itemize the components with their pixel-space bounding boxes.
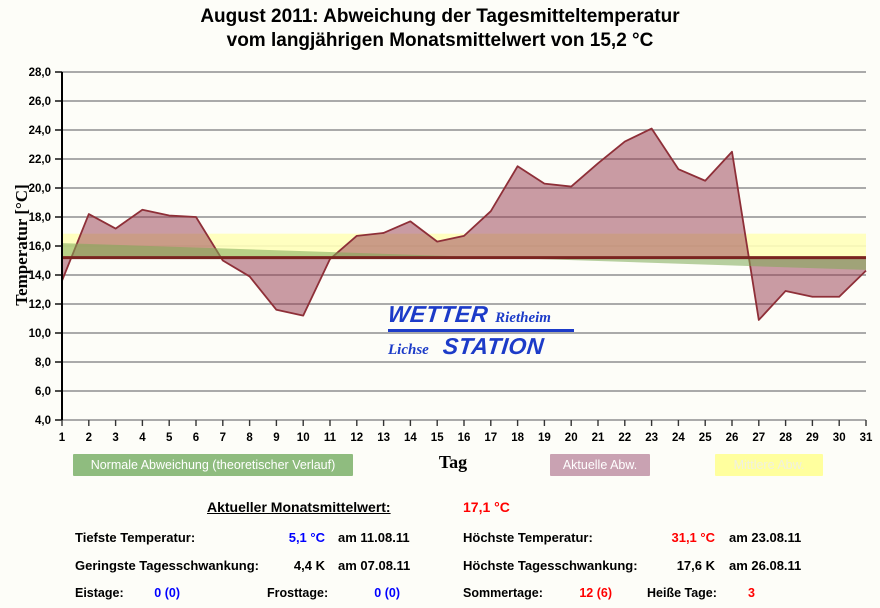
chart-title: August 2011: Abweichung der Tagesmittelt…: [0, 5, 880, 53]
max-temp-date: am 23.08.11: [729, 530, 802, 545]
svg-text:22: 22: [618, 432, 631, 444]
svg-text:2: 2: [86, 432, 92, 444]
svg-text:17: 17: [484, 432, 497, 444]
legend-normale-abweichung: Normale Abweichung (theoretischer Verlau…: [73, 454, 353, 476]
svg-text:4,0: 4,0: [35, 415, 51, 427]
svg-text:12,0: 12,0: [29, 299, 51, 311]
svg-text:8: 8: [246, 432, 253, 444]
svg-text:29: 29: [806, 432, 819, 444]
max-temp-label: Höchste Temperatur:: [463, 530, 593, 545]
svg-text:5: 5: [166, 432, 173, 444]
sommertage-value: 12 (6): [579, 586, 612, 600]
svg-text:26: 26: [726, 432, 739, 444]
svg-text:3: 3: [112, 432, 118, 444]
svg-text:14: 14: [404, 432, 417, 444]
svg-text:15: 15: [431, 432, 444, 444]
min-temp-value: 5,1 °C: [288, 530, 325, 545]
svg-text:16: 16: [458, 432, 471, 444]
eistage-value: 0 (0): [154, 586, 180, 600]
svg-text:8,0: 8,0: [35, 357, 51, 369]
legend-aktuelle-abw: Aktuelle Abw.: [550, 454, 650, 476]
svg-text:27: 27: [752, 432, 765, 444]
temperature-deviation-chart: 4,0 6,0 8,0 10,0 12,0 14,0 16,0 18,0 20,0 22,0 24,…: [29, 67, 873, 444]
min-range-value: 4,4 K: [293, 558, 325, 573]
svg-text:23: 23: [645, 432, 658, 444]
chart-title-line2: vom langjährigen Monatsmittelwert von 15…: [226, 30, 654, 51]
svg-text:28: 28: [779, 432, 792, 444]
svg-text:26,0: 26,0: [29, 96, 51, 108]
max-range-date: am 26.08.11: [729, 558, 802, 573]
logo-wetter-text: WETTER: [386, 301, 490, 327]
svg-text:6,0: 6,0: [35, 386, 51, 398]
min-range-date: am 07.08.11: [338, 558, 411, 573]
heisse-tage-value: 3: [748, 586, 755, 600]
svg-text:1: 1: [59, 432, 66, 444]
min-temp-label: Tiefste Temperatur:: [75, 530, 196, 545]
svg-text:12: 12: [350, 432, 363, 444]
legend-mittlere-abw: Mittlere Abw.: [715, 454, 823, 476]
frosttage-value: 0 (0): [374, 586, 400, 600]
svg-text:30: 30: [833, 432, 846, 444]
svg-text:7: 7: [220, 432, 226, 444]
logo-rietheim-text: Rietheim: [495, 310, 551, 326]
svg-text:28,0: 28,0: [29, 67, 51, 79]
svg-text:25: 25: [699, 432, 712, 444]
frosttage-label: Frosttage:: [267, 586, 329, 600]
svg-text:18,0: 18,0: [29, 212, 51, 224]
svg-text:21: 21: [592, 432, 605, 444]
svg-text:13: 13: [377, 432, 390, 444]
y-axis-title: Temperatur [°C]: [12, 184, 31, 306]
min-temp-date: am 11.08.11: [338, 530, 410, 545]
heisse-tage-label: Heiße Tage:: [647, 586, 717, 600]
chart-title-line1: August 2011: Abweichung der Tagesmittelt…: [200, 6, 680, 27]
svg-text:10,0: 10,0: [29, 328, 51, 340]
svg-text:24: 24: [672, 432, 685, 444]
svg-text:4: 4: [139, 432, 146, 444]
svg-text:20: 20: [565, 432, 578, 444]
eistage-label: Eistage:: [75, 586, 124, 600]
logo-station-text: STATION: [441, 333, 546, 359]
x-axis-title: Tag: [438, 452, 468, 472]
svg-text:22,0: 22,0: [29, 154, 51, 166]
min-range-label: Geringste Tagesschwankung:: [75, 558, 259, 573]
max-temp-value: 31,1 °C: [671, 530, 715, 545]
svg-text:20,0: 20,0: [29, 183, 51, 195]
max-range-value: 17,6 K: [676, 558, 715, 573]
svg-text:9: 9: [273, 432, 279, 444]
svg-text:24,0: 24,0: [29, 125, 51, 137]
svg-text:14,0: 14,0: [29, 270, 51, 282]
svg-text:11: 11: [324, 432, 337, 444]
svg-text:31: 31: [860, 432, 873, 444]
monthly-mean-value: 17,1 °C: [463, 499, 510, 515]
svg-text:6: 6: [193, 432, 199, 444]
max-range-label: Höchste Tagesschwankung:: [463, 558, 638, 573]
monthly-mean-label: Aktueller Monatsmittelwert:: [207, 499, 391, 515]
svg-text:19: 19: [538, 432, 551, 444]
logo-lichse-text: Lichse: [388, 342, 429, 358]
sommertage-label: Sommertage:: [463, 586, 543, 600]
svg-text:10: 10: [297, 432, 310, 444]
station-logo-watermark: WETTER Rietheim Lichse STATION: [386, 301, 574, 360]
svg-text:18: 18: [511, 432, 524, 444]
svg-text:16,0: 16,0: [29, 241, 51, 253]
